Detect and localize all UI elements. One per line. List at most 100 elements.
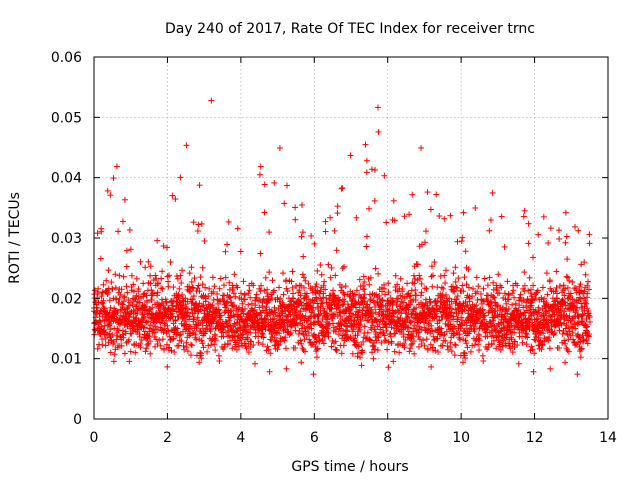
data-point <box>283 277 290 284</box>
data-point <box>575 227 582 234</box>
data-point <box>173 273 180 280</box>
data-point <box>152 323 159 330</box>
data-point <box>545 239 552 246</box>
data-point <box>234 225 241 232</box>
data-point <box>198 354 205 361</box>
data-point <box>366 205 373 212</box>
data-point <box>292 344 299 351</box>
data-point <box>533 290 540 297</box>
data-point <box>342 283 349 290</box>
data-point <box>139 310 146 317</box>
data-point <box>143 319 150 326</box>
data-point <box>226 279 233 286</box>
data-point <box>216 313 223 320</box>
data-point <box>169 335 176 342</box>
data-point <box>147 272 154 279</box>
data-point <box>416 272 423 279</box>
data-point <box>187 323 194 330</box>
data-point <box>471 342 478 349</box>
data-point <box>370 355 377 362</box>
data-point <box>279 270 286 277</box>
data-point <box>158 315 165 322</box>
y-tick-label: 0.04 <box>51 171 82 187</box>
data-point <box>585 278 592 285</box>
data-point <box>113 163 120 170</box>
data-point <box>104 187 111 194</box>
data-point <box>143 307 150 314</box>
data-point <box>461 274 468 281</box>
data-point <box>322 228 329 235</box>
data-point <box>339 184 346 191</box>
data-point <box>176 332 183 339</box>
data-point <box>123 283 130 290</box>
data-point <box>156 337 163 344</box>
data-point <box>191 275 198 282</box>
data-point <box>136 299 143 306</box>
data-point <box>118 286 125 293</box>
data-point <box>498 213 505 220</box>
data-point <box>296 282 303 289</box>
data-point <box>188 342 195 349</box>
data-point <box>198 220 205 227</box>
data-point <box>114 309 121 316</box>
x-tick-label: 4 <box>236 430 245 446</box>
data-point <box>546 345 553 352</box>
data-point <box>106 309 113 316</box>
data-point <box>525 220 532 227</box>
data-point <box>217 312 224 319</box>
data-point <box>409 191 416 198</box>
data-point <box>167 259 174 266</box>
data-point <box>184 305 191 312</box>
data-point <box>160 242 167 249</box>
data-point <box>454 238 461 245</box>
data-point <box>490 279 497 286</box>
data-point <box>141 324 148 331</box>
data-point <box>338 185 345 192</box>
data-point <box>232 293 239 300</box>
data-point <box>521 269 528 276</box>
data-point <box>201 238 208 245</box>
data-point <box>310 371 317 378</box>
y-tick-label: 0.03 <box>51 231 82 247</box>
data-point <box>133 292 140 299</box>
data-point <box>121 306 128 313</box>
data-point <box>134 298 141 305</box>
data-point <box>195 221 202 228</box>
data-point <box>276 145 283 152</box>
data-point <box>363 169 370 176</box>
data-point <box>547 365 554 372</box>
data-point <box>199 281 206 288</box>
data-point <box>150 290 157 297</box>
data-point <box>422 228 429 235</box>
data-point <box>226 332 233 339</box>
data-point <box>123 247 130 254</box>
data-point <box>271 179 278 186</box>
data-point <box>562 359 569 366</box>
data-point <box>146 333 153 340</box>
data-point <box>164 322 171 329</box>
data-point <box>154 341 161 348</box>
data-point <box>520 213 527 220</box>
data-point <box>564 256 571 263</box>
data-point <box>438 284 445 291</box>
data-point <box>153 336 160 343</box>
data-point <box>584 340 591 347</box>
data-point <box>102 342 109 349</box>
data-point <box>215 352 222 359</box>
data-point <box>123 263 130 270</box>
data-point <box>170 298 177 305</box>
data-point <box>266 368 273 375</box>
data-point <box>169 313 176 320</box>
data-point <box>255 339 262 346</box>
data-point <box>313 354 320 361</box>
data-point <box>109 285 116 292</box>
data-point <box>447 305 454 312</box>
data-point <box>177 174 184 181</box>
data-point <box>525 240 532 247</box>
data-point <box>98 228 105 235</box>
data-point <box>160 302 167 309</box>
data-point <box>423 285 430 292</box>
data-point <box>188 306 195 313</box>
data-point <box>224 327 231 334</box>
data-point <box>111 351 118 358</box>
